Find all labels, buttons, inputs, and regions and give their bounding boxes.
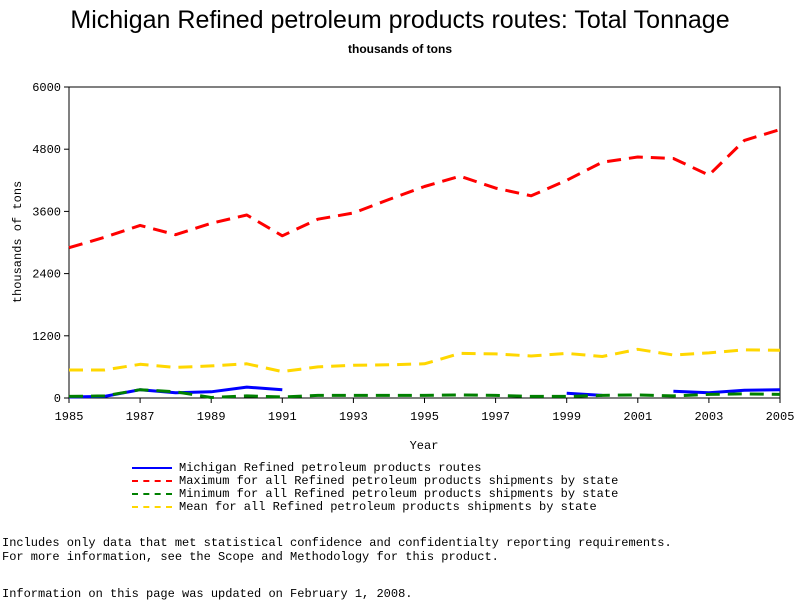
updated-note: Information on this page was updated on …	[2, 587, 413, 601]
legend-item: Maximum for all Refined petroleum produc…	[132, 473, 619, 488]
legend-swatch	[132, 492, 172, 495]
footnotes: Includes only data that met statistical …	[2, 536, 672, 564]
legend-item: Mean for all Refined petroleum products …	[132, 499, 618, 514]
chart-subtitle: thousands of tons	[348, 42, 452, 56]
plot-area-frame	[68, 86, 781, 399]
series-line	[68, 388, 781, 399]
y-axis-label: thousands of tons	[11, 181, 25, 303]
x-tick-label: 2001	[623, 410, 652, 424]
series-line	[68, 128, 781, 250]
legend-label: Michigan Refined petroleum products rout…	[179, 460, 482, 475]
legend-label: Mean for all Refined petroleum products …	[179, 499, 597, 514]
x-tick-label: 2003	[694, 410, 723, 424]
series-line	[673, 388, 781, 395]
x-axis: 1985 1987 1989 1991 1993 1995 1997 1999 2001 2003…	[55, 398, 795, 424]
y-tick-label: 6000	[32, 81, 61, 95]
y-tick-label: 4800	[32, 143, 61, 157]
legend: Michigan Refined petroleum products rout…	[132, 460, 619, 514]
y-axis: 0 1200 2400 3600 4800 6000	[32, 81, 69, 406]
series-line	[69, 347, 781, 374]
legend-swatch	[132, 466, 172, 469]
x-tick-label: 1985	[55, 410, 84, 424]
y-tick-label: 3600	[32, 205, 61, 219]
series-3	[68, 388, 781, 399]
legend-swatch	[132, 505, 172, 508]
footnote-line: Includes only data that met statistical …	[2, 536, 672, 550]
x-tick-label: 1991	[268, 410, 297, 424]
legend-item: Michigan Refined petroleum products rout…	[132, 460, 618, 475]
x-tick-label: 1987	[126, 410, 155, 424]
x-tick-label: 2005	[766, 410, 795, 424]
x-tick-label: 1997	[481, 410, 510, 424]
legend-item: Minimum for all Refined petroleum produc…	[132, 486, 619, 501]
chart-title: Michigan Refined petroleum products rout…	[70, 6, 730, 34]
legend-swatch	[132, 479, 172, 482]
x-tick-label: 1995	[410, 410, 439, 424]
y-tick-label: 1200	[32, 330, 61, 344]
footnote-line: For more information, see the Scope and …	[2, 550, 499, 564]
legend-label: Maximum for all Refined petroleum produc…	[179, 473, 619, 488]
legend-label: Minimum for all Refined petroleum produc…	[179, 486, 619, 501]
series-4	[69, 347, 781, 374]
y-tick-label: 2400	[32, 268, 61, 282]
x-tick-label: 1993	[339, 410, 368, 424]
y-tick-label: 0	[54, 392, 61, 406]
series-2	[68, 128, 781, 250]
x-tick-label: 1999	[552, 410, 581, 424]
x-tick-label: 1989	[197, 410, 226, 424]
series-layer	[68, 128, 781, 399]
x-axis-label: Year	[410, 439, 439, 453]
